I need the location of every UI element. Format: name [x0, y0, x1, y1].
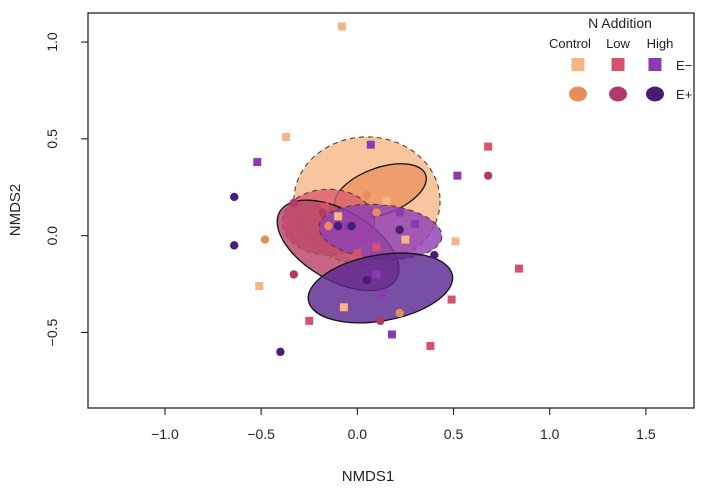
y-tick-label: 1.0	[44, 32, 60, 52]
point-circle	[230, 241, 239, 250]
point-square	[337, 22, 346, 31]
point-square	[305, 316, 314, 325]
point-square	[514, 264, 523, 273]
plot-frame	[87, 12, 695, 409]
y-tick-label: 0.0	[44, 226, 60, 246]
legend-column-label: Low	[606, 36, 630, 51]
point-square	[447, 295, 456, 304]
point-circle	[362, 276, 372, 285]
point-square	[282, 132, 291, 141]
x-tick-label: 1.0	[540, 426, 560, 442]
point-square	[378, 289, 387, 298]
legend-circle-swatch	[646, 86, 664, 102]
point-circle	[260, 235, 270, 244]
point-square	[255, 282, 264, 291]
point-square	[372, 243, 381, 252]
point-circle	[276, 347, 285, 357]
y-tick-label: −0.5	[44, 318, 60, 346]
point-circle	[430, 250, 439, 260]
point-circle	[395, 225, 404, 235]
legend-circle-swatch	[569, 86, 587, 102]
point-square	[453, 171, 462, 180]
point-circle	[362, 190, 372, 200]
legend-title: N Addition	[588, 15, 652, 31]
y-axis-title: NMDS2	[7, 184, 24, 237]
point-circle	[318, 208, 327, 217]
point-square	[339, 303, 348, 312]
point-circle	[483, 171, 493, 180]
x-axis: −1.0 −0.5 0.0 0.5 1.0 1.5	[151, 408, 656, 442]
point-square	[387, 330, 396, 339]
x-tick-label: 0.0	[348, 426, 368, 442]
x-tick-label: 1.5	[636, 426, 656, 442]
point-square	[401, 235, 410, 244]
point-square	[382, 196, 391, 205]
point-square	[451, 237, 460, 246]
legend-circle-swatch	[609, 86, 627, 102]
point-circle	[395, 308, 404, 318]
legend-column-label: Control	[549, 36, 591, 51]
point-square	[366, 140, 375, 149]
x-tick-label: −0.5	[247, 426, 275, 442]
legend-square-swatch	[648, 58, 662, 71]
point-square	[426, 342, 435, 351]
x-tick-label: 0.5	[444, 426, 464, 442]
point-square	[353, 249, 362, 258]
point-circle	[289, 198, 299, 207]
legend-column-label: High	[647, 36, 674, 51]
legend-square-swatch	[571, 58, 585, 71]
point-circle	[376, 316, 385, 326]
point-circle	[230, 192, 239, 202]
point-circle	[372, 208, 381, 217]
point-circle	[324, 221, 333, 231]
point-circle	[347, 221, 356, 231]
point-square	[411, 220, 420, 229]
point-square	[395, 208, 404, 217]
point-square	[372, 270, 381, 279]
legend-row-label: E+	[676, 87, 692, 102]
point-square	[334, 212, 343, 221]
point-square	[484, 142, 493, 151]
legend-row-label: E−	[676, 58, 692, 73]
x-axis-title: NMDS1	[342, 468, 395, 485]
x-tick-label: −1.0	[151, 426, 179, 442]
point-circle	[333, 221, 343, 231]
point-circle	[289, 270, 299, 279]
point-square	[253, 158, 262, 167]
y-tick-label: 0.5	[44, 129, 60, 149]
y-axis: −0.5 0.0 0.5 1.0	[44, 32, 88, 346]
legend-square-swatch	[611, 58, 625, 71]
ellipse-layer	[276, 136, 454, 324]
point-square	[320, 202, 329, 211]
point-layer	[230, 22, 523, 357]
